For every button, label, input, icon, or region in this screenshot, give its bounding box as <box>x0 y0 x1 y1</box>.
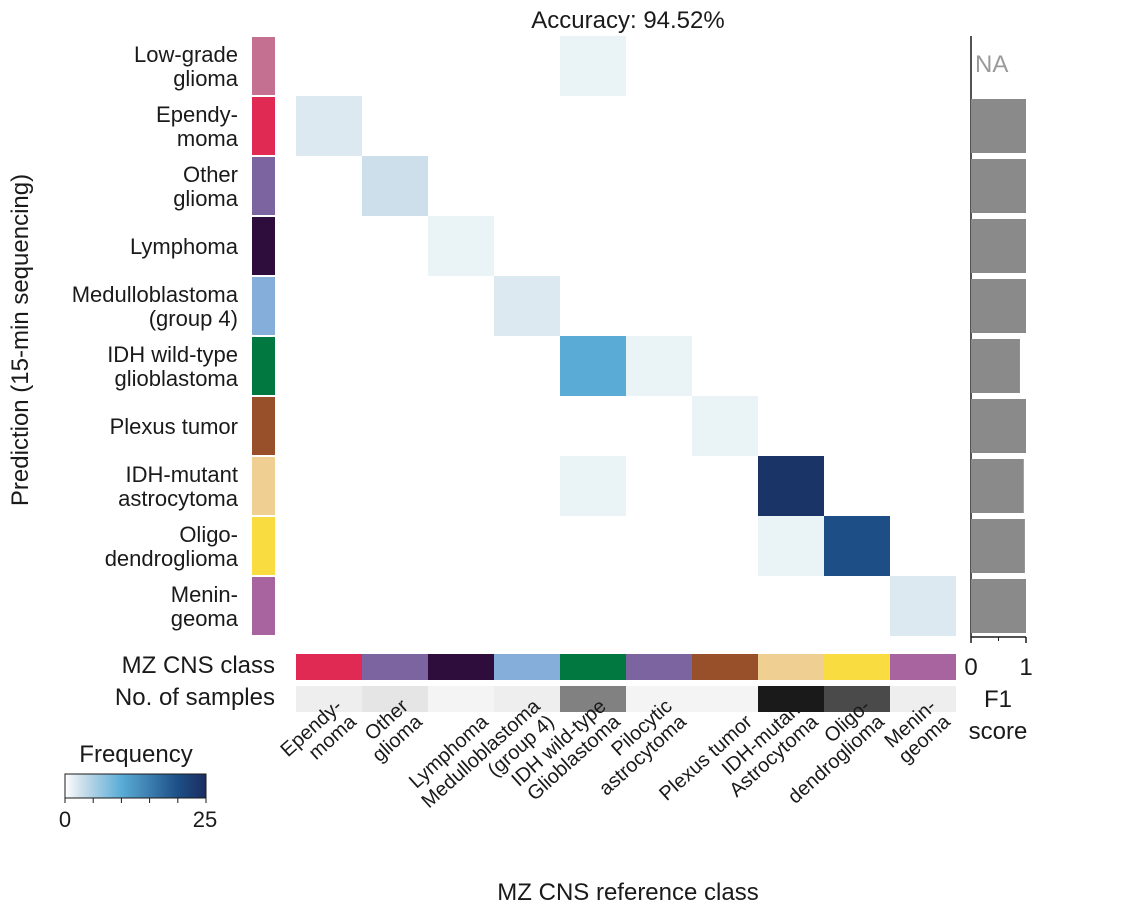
row-label: Medulloblastoma (group 4) <box>72 282 239 331</box>
f1-bar <box>971 579 1026 633</box>
heatmap-cell <box>560 336 626 396</box>
f1-tick-label: 1 <box>1019 654 1032 681</box>
samples-cell <box>560 686 626 712</box>
row-class-color <box>252 217 275 275</box>
heatmap-cell <box>758 516 824 576</box>
colorbar-label: Frequency <box>79 741 192 768</box>
samples-cell <box>494 686 560 712</box>
row-class-color <box>252 517 275 575</box>
samples-cell <box>626 686 692 712</box>
column-class-color <box>824 654 890 680</box>
heatmap-cell <box>494 276 560 336</box>
f1-bar <box>971 399 1026 453</box>
heatmap-cell <box>296 96 362 156</box>
column-class-color <box>692 654 758 680</box>
f1-na-label: NA <box>975 51 1008 78</box>
row-class-color <box>252 37 275 95</box>
row-class-color <box>252 577 275 635</box>
heatmap-cell <box>626 336 692 396</box>
column-class-color <box>890 654 956 680</box>
column-class-color <box>296 654 362 680</box>
samples-cell <box>362 686 428 712</box>
heatmap-cell <box>362 156 428 216</box>
f1-bar <box>971 99 1026 153</box>
f1-bar <box>971 519 1025 573</box>
heatmap-cell <box>428 216 494 276</box>
f1-axis-label: F1 score <box>969 686 1028 745</box>
column-class-color <box>626 654 692 680</box>
samples-cell <box>692 686 758 712</box>
colorbar-min-label: 0 <box>59 807 71 832</box>
f1-bar <box>971 219 1026 273</box>
row-label: Low-grade glioma <box>134 42 239 91</box>
row-label: Ependy-moma <box>156 102 239 151</box>
class-bar-label: MZ CNS class <box>122 652 275 679</box>
row-class-color <box>252 397 275 455</box>
row-label: Menin-geoma <box>171 582 239 631</box>
heatmap-cell <box>560 456 626 516</box>
column-class-color <box>362 654 428 680</box>
row-label: IDH wild-type glioblastoma <box>107 342 239 391</box>
heatmap-cell <box>692 396 758 456</box>
f1-bar <box>971 279 1026 333</box>
chart-title: Accuracy: 94.52% <box>531 7 724 34</box>
samples-cell <box>890 686 956 712</box>
heatmap-cell <box>758 456 824 516</box>
column-class-color <box>494 654 560 680</box>
row-label: Other glioma <box>173 162 239 211</box>
column-class-color <box>428 654 494 680</box>
colorbar <box>64 773 207 799</box>
f1-bar <box>971 459 1024 513</box>
f1-tick-label: 0 <box>964 654 977 681</box>
row-class-color <box>252 277 275 335</box>
samples-cell <box>824 686 890 712</box>
f1-bar <box>971 159 1026 213</box>
colorbar-max-label: 25 <box>193 807 217 832</box>
heatmap-cell <box>560 36 626 96</box>
samples-cell <box>428 686 494 712</box>
column-class-color <box>560 654 626 680</box>
row-label: IDH-mutant astrocytoma <box>118 462 239 511</box>
row-label: Oligo-dendroglioma <box>105 522 239 571</box>
row-class-color <box>252 157 275 215</box>
row-label: Lymphoma <box>130 234 239 259</box>
row-class-color <box>252 97 275 155</box>
row-label: Plexus tumor <box>110 414 238 439</box>
heatmap-cell <box>824 516 890 576</box>
row-class-color <box>252 337 275 395</box>
heatmap-cells <box>296 36 956 636</box>
samples-cell <box>758 686 824 712</box>
samples-cell <box>296 686 362 712</box>
y-axis-title: Prediction (15-min sequencing) <box>7 174 34 506</box>
column-class-color <box>758 654 824 680</box>
x-axis-title: MZ CNS reference class <box>497 879 758 906</box>
samples-bar-label: No. of samples <box>115 684 275 711</box>
heatmap-cell <box>890 576 956 636</box>
row-class-color <box>252 457 275 515</box>
f1-bar <box>971 339 1020 393</box>
